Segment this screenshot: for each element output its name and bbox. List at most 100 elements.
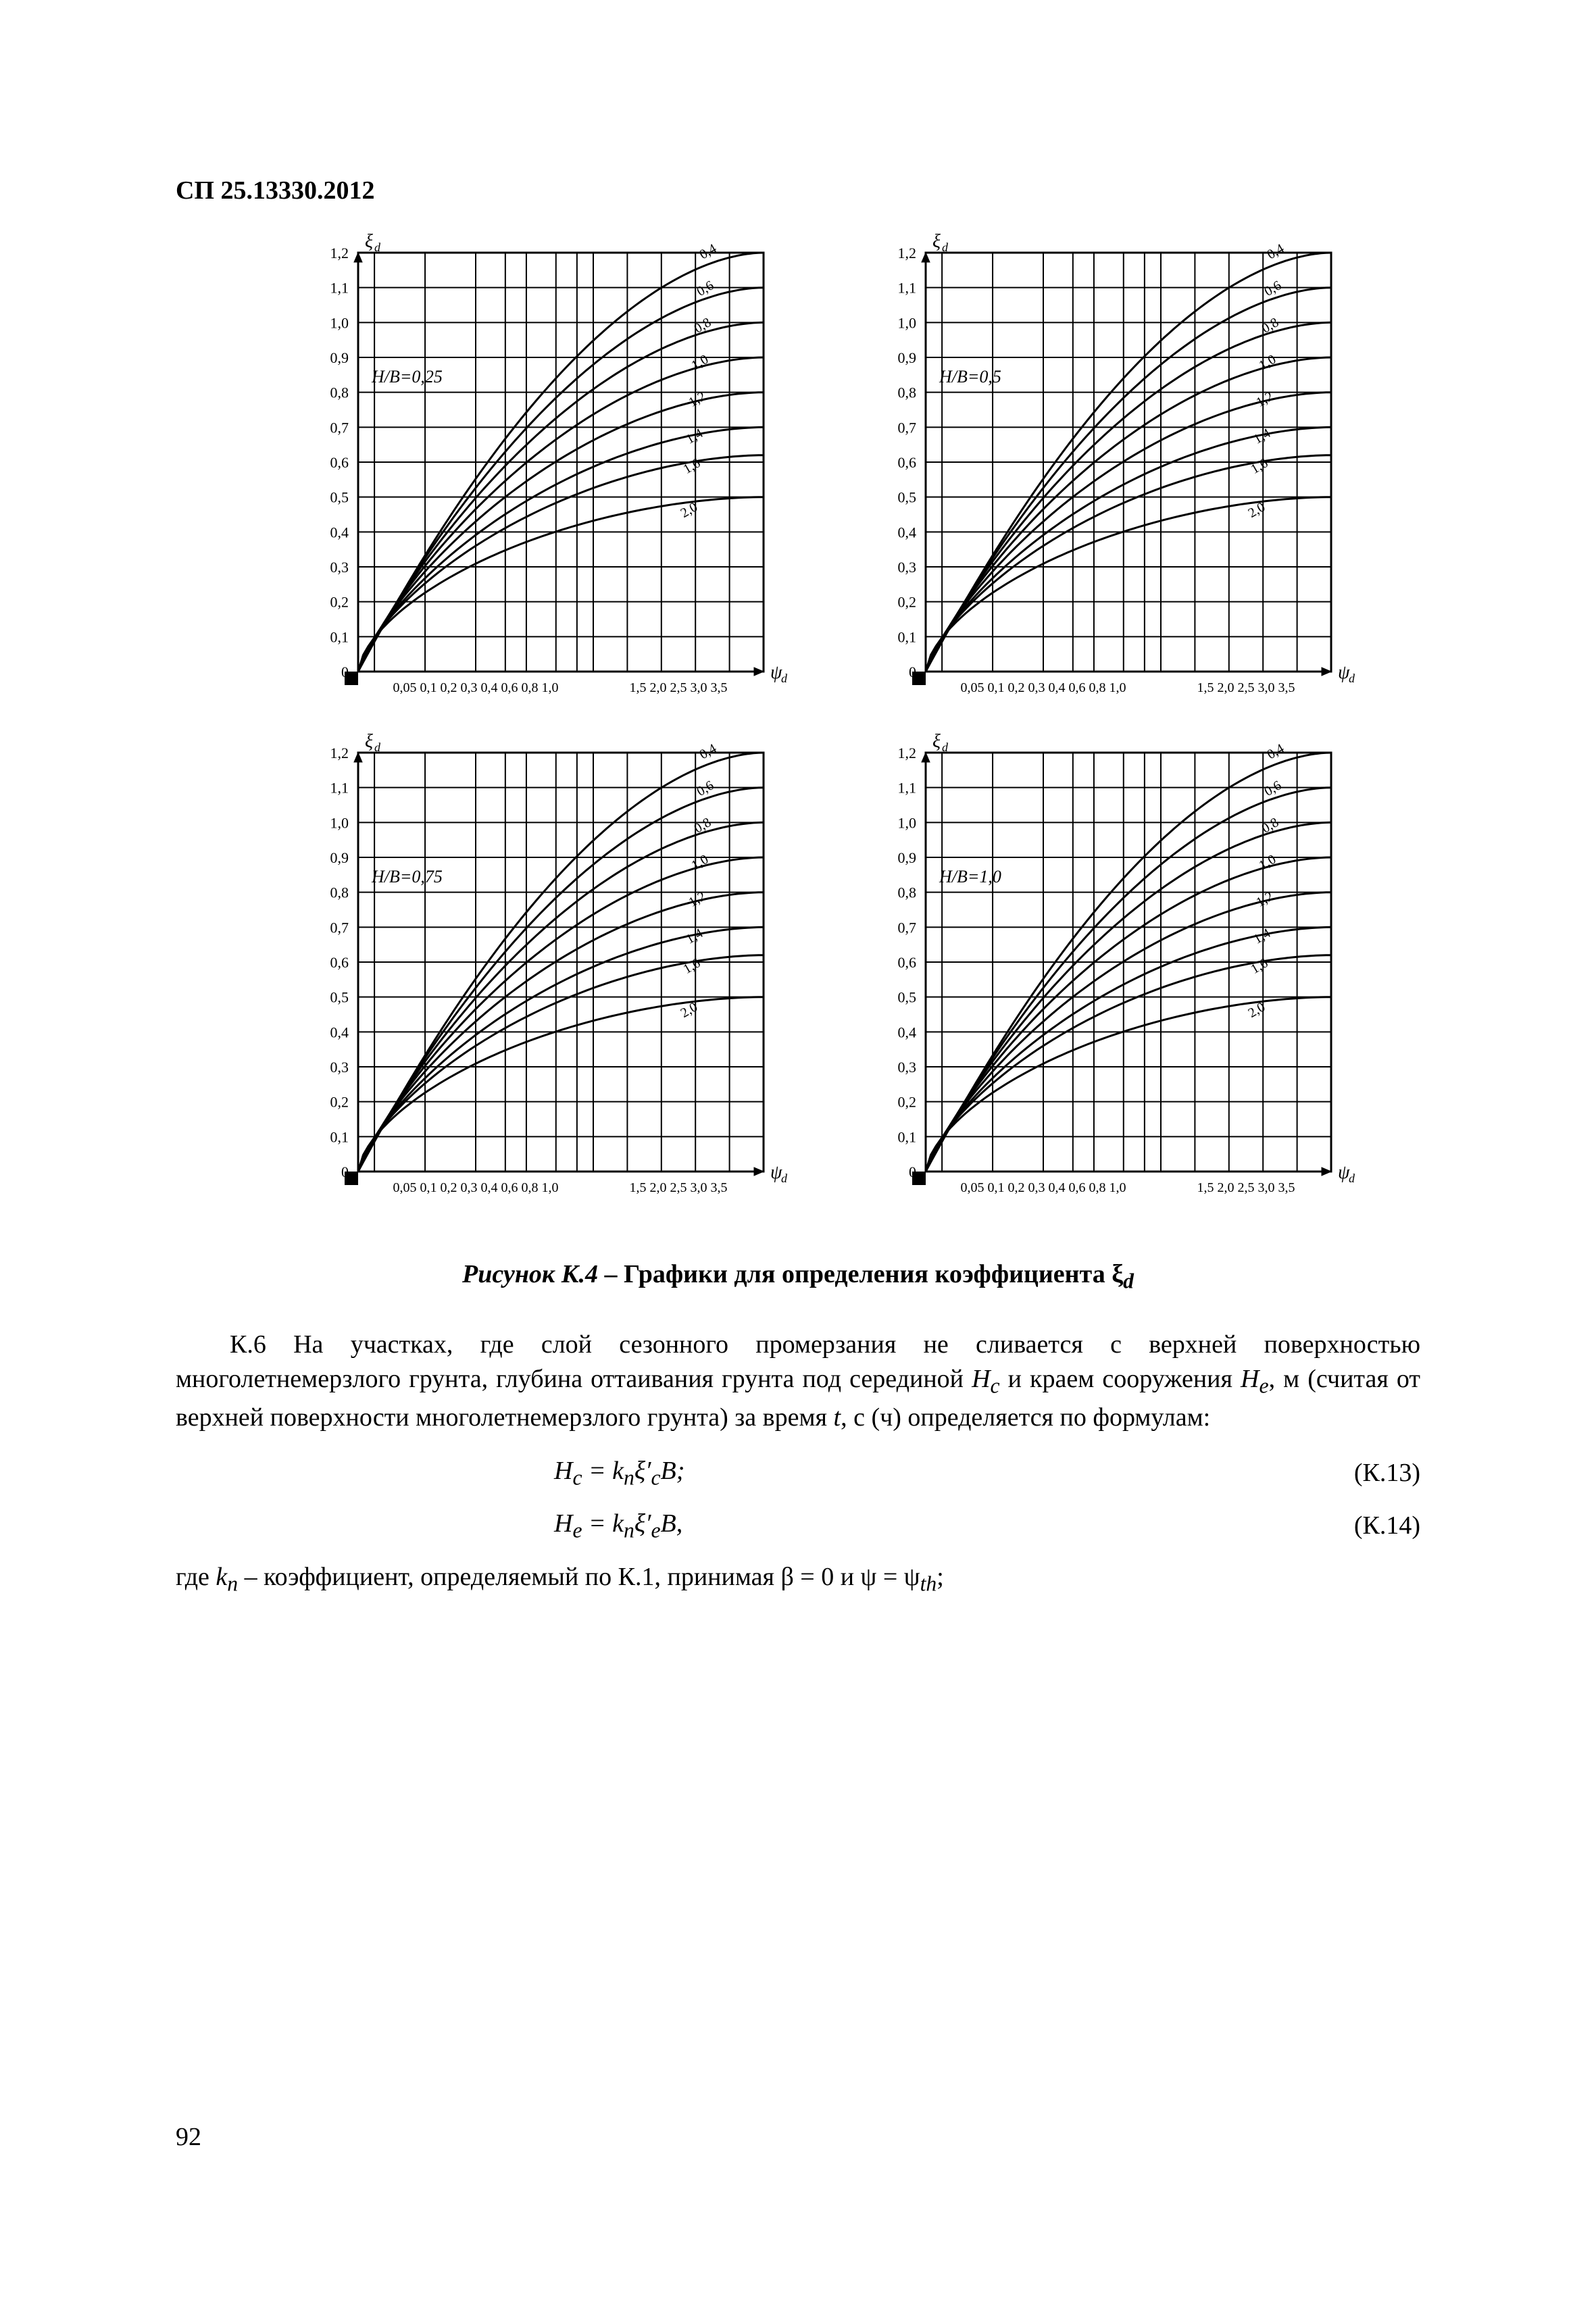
svg-text:1,4: 1,4 bbox=[684, 926, 706, 947]
svg-text:1,5 2,0 2,5 3,0 3,5: 1,5 2,0 2,5 3,0 3,5 bbox=[630, 1180, 728, 1195]
svg-text:0,9: 0,9 bbox=[898, 849, 917, 866]
svg-text:0,05 0,1 0,2 0,3 0,4 0,6 0,8 1: 0,05 0,1 0,2 0,3 0,4 0,6 0,8 1,0 bbox=[393, 1180, 559, 1195]
svg-text:0,1: 0,1 bbox=[330, 628, 349, 645]
svg-text:0,05 0,1 0,2 0,3 0,4 0,6 0,8 1: 0,05 0,1 0,2 0,3 0,4 0,6 0,8 1,0 bbox=[393, 680, 559, 695]
svg-text:1,2: 1,2 bbox=[330, 745, 349, 761]
svg-text:1,0: 1,0 bbox=[898, 314, 917, 331]
svg-text:0,1: 0,1 bbox=[898, 1128, 917, 1145]
svg-text:0,2: 0,2 bbox=[898, 1094, 917, 1111]
svg-text:d: d bbox=[942, 740, 949, 754]
svg-text:ξ: ξ bbox=[932, 232, 941, 252]
svg-text:0,4: 0,4 bbox=[898, 1024, 917, 1040]
svg-text:0,2: 0,2 bbox=[330, 594, 349, 611]
svg-text:1,2: 1,2 bbox=[898, 745, 917, 761]
chart-panel-2: 1,21,11,00,90,80,70,60,50,40,30,20,100,0… bbox=[865, 232, 1378, 712]
svg-text:0,6: 0,6 bbox=[898, 454, 917, 471]
svg-text:H/B=0,75: H/B=0,75 bbox=[371, 867, 443, 886]
equation-k13-row: Hc = knξ′cB; (К.13) bbox=[176, 1456, 1420, 1490]
svg-text:1,2: 1,2 bbox=[330, 245, 349, 261]
equation-k14-number: (К.14) bbox=[1312, 1511, 1420, 1540]
svg-text:0,9: 0,9 bbox=[330, 349, 349, 366]
svg-text:1,4: 1,4 bbox=[1251, 926, 1274, 947]
svg-text:0,7: 0,7 bbox=[330, 919, 349, 936]
equation-k14: He = knξ′eB, bbox=[176, 1509, 682, 1543]
svg-text:1,0: 1,0 bbox=[330, 814, 349, 831]
svg-text:0,3: 0,3 bbox=[898, 559, 917, 576]
svg-text:0,8: 0,8 bbox=[898, 884, 917, 901]
svg-text:0,3: 0,3 bbox=[898, 1059, 917, 1076]
svg-text:1,2: 1,2 bbox=[898, 245, 917, 261]
svg-text:1,0: 1,0 bbox=[898, 814, 917, 831]
svg-text:1,5 2,0 2,5 3,0 3,5: 1,5 2,0 2,5 3,0 3,5 bbox=[1197, 680, 1295, 695]
svg-text:0,1: 0,1 bbox=[330, 1128, 349, 1145]
svg-text:1,5 2,0 2,5 3,0 3,5: 1,5 2,0 2,5 3,0 3,5 bbox=[630, 680, 728, 695]
chart-panel-1: 1,21,11,00,90,80,70,60,50,40,30,20,100,0… bbox=[297, 232, 811, 712]
svg-text:0,05 0,1 0,2 0,3 0,4 0,6 0,8 1: 0,05 0,1 0,2 0,3 0,4 0,6 0,8 1,0 bbox=[961, 1180, 1126, 1195]
svg-text:d: d bbox=[942, 241, 949, 254]
svg-text:d: d bbox=[1349, 1172, 1355, 1185]
figure-caption: Рисунок К.4 – Графики для определения ко… bbox=[176, 1259, 1420, 1294]
svg-text:0,6: 0,6 bbox=[330, 954, 349, 971]
where-line: где kn – коэффициент, определяемый по К.… bbox=[176, 1562, 1420, 1596]
svg-text:1,1: 1,1 bbox=[898, 780, 917, 797]
svg-text:1,1: 1,1 bbox=[330, 780, 349, 797]
svg-text:H/B=0,25: H/B=0,25 bbox=[371, 367, 443, 386]
page-number: 92 bbox=[176, 2122, 201, 2152]
svg-text:0,5: 0,5 bbox=[330, 989, 349, 1006]
charts-grid: 1,21,11,00,90,80,70,60,50,40,30,20,100,0… bbox=[297, 232, 1324, 1212]
svg-text:1,6: 1,6 bbox=[1249, 455, 1271, 477]
chart-panel-4: 1,21,11,00,90,80,70,60,50,40,30,20,100,0… bbox=[865, 732, 1378, 1212]
svg-text:0,9: 0,9 bbox=[330, 849, 349, 866]
svg-text:d: d bbox=[374, 740, 381, 754]
equation-k13: Hc = knξ′cB; bbox=[176, 1456, 684, 1490]
figure-caption-prefix: Рисунок К.4 bbox=[462, 1260, 598, 1288]
svg-text:1,6: 1,6 bbox=[681, 455, 703, 477]
figure-caption-text: Графики для определения коэффициента ξd bbox=[624, 1260, 1134, 1288]
svg-text:ξ: ξ bbox=[932, 732, 941, 752]
svg-text:d: d bbox=[1349, 672, 1355, 685]
svg-text:0,2: 0,2 bbox=[330, 1094, 349, 1111]
svg-text:0,5: 0,5 bbox=[898, 489, 917, 506]
svg-text:d: d bbox=[781, 1172, 788, 1185]
svg-text:0,3: 0,3 bbox=[330, 1059, 349, 1076]
equation-k14-row: He = knξ′eB, (К.14) bbox=[176, 1509, 1420, 1543]
svg-text:0,7: 0,7 bbox=[898, 419, 917, 436]
svg-text:0,7: 0,7 bbox=[330, 419, 349, 436]
svg-text:d: d bbox=[781, 672, 788, 685]
svg-text:0,05 0,1 0,2 0,3 0,4 0,6 0,8 1: 0,05 0,1 0,2 0,3 0,4 0,6 0,8 1,0 bbox=[961, 680, 1126, 695]
svg-text:0,5: 0,5 bbox=[330, 489, 349, 506]
svg-text:0,4: 0,4 bbox=[697, 241, 720, 263]
svg-text:0,8: 0,8 bbox=[330, 884, 349, 901]
svg-text:0,9: 0,9 bbox=[898, 349, 917, 366]
svg-text:ξ: ξ bbox=[365, 232, 373, 252]
svg-text:1,1: 1,1 bbox=[330, 280, 349, 297]
svg-text:0,4: 0,4 bbox=[1265, 741, 1287, 763]
svg-text:0,4: 0,4 bbox=[1265, 241, 1287, 263]
svg-text:0,7: 0,7 bbox=[898, 919, 917, 936]
svg-text:0,4: 0,4 bbox=[898, 524, 917, 540]
svg-text:1,4: 1,4 bbox=[684, 426, 706, 447]
chart-panel-3: 1,21,11,00,90,80,70,60,50,40,30,20,100,0… bbox=[297, 732, 811, 1212]
svg-text:1,6: 1,6 bbox=[681, 955, 703, 977]
svg-text:0,6: 0,6 bbox=[898, 954, 917, 971]
svg-text:0,6: 0,6 bbox=[330, 454, 349, 471]
svg-text:0,2: 0,2 bbox=[898, 594, 917, 611]
svg-text:ξ: ξ bbox=[365, 732, 373, 752]
doc-header: СП 25.13330.2012 bbox=[176, 176, 1420, 205]
svg-text:1,4: 1,4 bbox=[1251, 426, 1274, 447]
svg-text:0,1: 0,1 bbox=[898, 628, 917, 645]
paragraph-k6: К.6 На участках, где слой сезонного пром… bbox=[176, 1328, 1420, 1436]
svg-text:H/B=1,0: H/B=1,0 bbox=[939, 867, 1001, 886]
svg-text:1,6: 1,6 bbox=[1249, 955, 1271, 977]
svg-text:0,4: 0,4 bbox=[330, 1024, 349, 1040]
svg-text:0,8: 0,8 bbox=[898, 384, 917, 401]
equation-k13-number: (К.13) bbox=[1312, 1458, 1420, 1488]
svg-text:0,5: 0,5 bbox=[898, 989, 917, 1006]
svg-text:H/B=0,5: H/B=0,5 bbox=[939, 367, 1001, 386]
svg-text:1,1: 1,1 bbox=[898, 280, 917, 297]
svg-text:d: d bbox=[374, 241, 381, 254]
figure-caption-dash: – bbox=[598, 1260, 624, 1288]
svg-text:1,0: 1,0 bbox=[330, 314, 349, 331]
svg-text:0,8: 0,8 bbox=[330, 384, 349, 401]
svg-text:0,4: 0,4 bbox=[697, 741, 720, 763]
